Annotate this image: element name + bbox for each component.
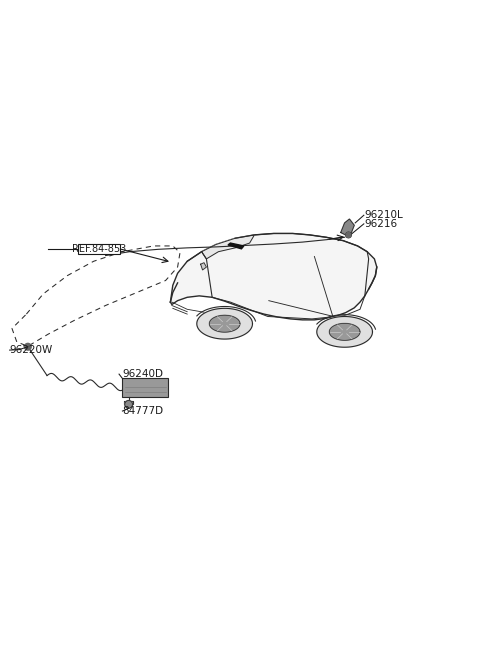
Polygon shape [341, 219, 354, 235]
Polygon shape [202, 235, 254, 259]
FancyBboxPatch shape [122, 378, 168, 397]
Polygon shape [209, 315, 240, 332]
Circle shape [346, 232, 351, 238]
Text: 84777D: 84777D [122, 406, 164, 416]
Text: 96216: 96216 [365, 219, 398, 229]
Circle shape [125, 401, 132, 408]
Text: 96220W: 96220W [10, 345, 53, 355]
Text: 96210L: 96210L [365, 210, 404, 220]
FancyBboxPatch shape [78, 244, 120, 254]
Polygon shape [124, 401, 133, 404]
Polygon shape [329, 323, 360, 340]
Polygon shape [201, 263, 206, 270]
Polygon shape [170, 233, 377, 320]
Circle shape [346, 233, 351, 237]
Text: REF.84-853: REF.84-853 [72, 244, 126, 254]
Text: 96240D: 96240D [122, 369, 163, 379]
Polygon shape [197, 308, 252, 339]
Polygon shape [317, 317, 372, 347]
Polygon shape [228, 243, 244, 249]
Circle shape [24, 344, 31, 350]
